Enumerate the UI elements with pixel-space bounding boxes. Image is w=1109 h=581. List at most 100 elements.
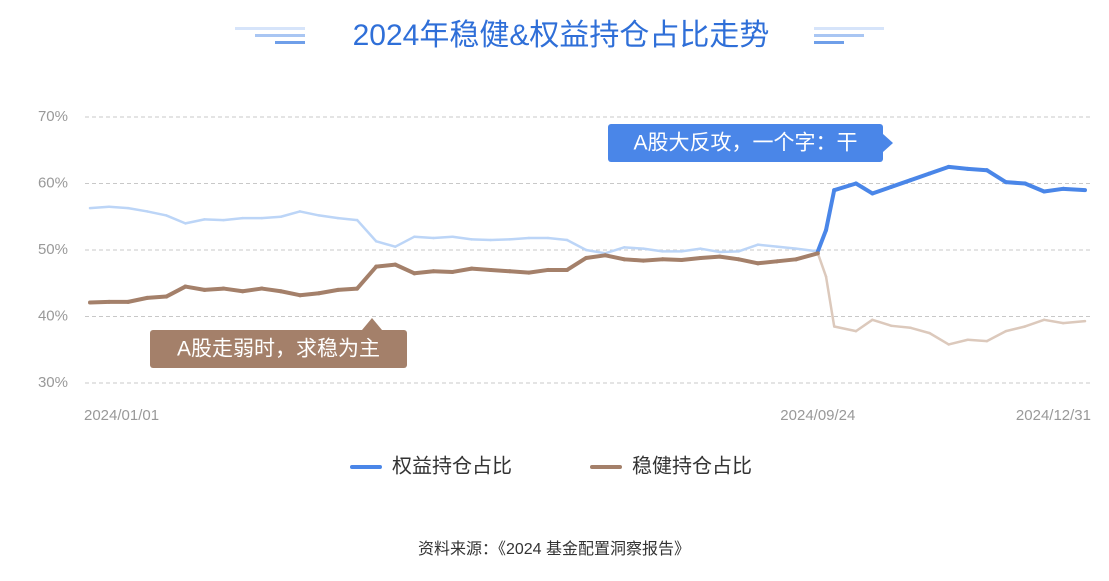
series-line-faded <box>451 235 473 241</box>
series-line <box>374 262 398 269</box>
series-line <box>202 286 226 292</box>
series-line-faded <box>816 252 828 278</box>
series-line-faded <box>966 338 989 343</box>
series-line <box>278 289 302 298</box>
series-line <box>622 257 646 263</box>
series-line-faded <box>222 216 244 222</box>
series-line <box>1023 181 1047 194</box>
series-line <box>889 178 913 189</box>
series-line <box>1042 186 1066 194</box>
series-line <box>336 286 360 292</box>
chart-title: 2024年稳健&权益持仓占比走势 <box>353 19 770 52</box>
series-line <box>584 253 608 260</box>
series-line <box>1003 180 1028 186</box>
series-line-faded <box>546 236 569 242</box>
series-line <box>832 181 859 193</box>
series-line-faded <box>928 331 950 346</box>
callout-pointer <box>362 318 382 330</box>
callout-text: A股走弱时，求稳为主 <box>177 338 380 361</box>
callout-box <box>608 124 883 162</box>
series-line <box>854 181 875 196</box>
series-line <box>431 269 455 274</box>
series-line-faded <box>336 216 359 222</box>
series-line <box>183 284 207 292</box>
series-line <box>469 266 493 272</box>
series-line-faded <box>88 205 111 210</box>
series-line <box>297 291 321 298</box>
series-line-faded <box>107 205 130 210</box>
series-line-faded <box>279 210 302 218</box>
series-line <box>698 254 722 260</box>
series-line <box>164 284 188 299</box>
legend-label: 稳健持仓占比 <box>632 454 752 477</box>
series-line <box>603 253 627 262</box>
y-tick-label: 70% <box>38 108 68 125</box>
series-line-faded <box>203 218 225 222</box>
series-line-faded <box>470 238 492 242</box>
series-line <box>355 264 379 291</box>
series-line-faded <box>832 325 858 333</box>
series-line <box>412 269 436 276</box>
series-line-faded <box>603 246 626 255</box>
series-line <box>240 286 264 294</box>
series-line <box>824 188 837 233</box>
series-line-faded <box>756 243 779 248</box>
series-line <box>450 266 474 274</box>
series-line <box>641 257 665 263</box>
series-line <box>815 228 829 254</box>
series-line <box>526 267 550 275</box>
series-line <box>965 166 989 173</box>
series-line-faded <box>1042 318 1065 325</box>
series-line <box>870 184 894 196</box>
series-line <box>794 251 820 262</box>
series-line-faded <box>699 247 721 254</box>
x-tick-label: 2024/12/31 <box>1016 407 1091 424</box>
series-line <box>660 257 684 262</box>
series-line <box>908 171 932 183</box>
series-line <box>221 286 245 294</box>
series-line-faded <box>985 329 1008 343</box>
callout-pointer <box>883 134 893 152</box>
series-line-faded <box>184 218 206 225</box>
series-line <box>736 257 760 266</box>
series-line-faded <box>775 245 798 250</box>
series-line-faded <box>718 250 741 254</box>
series-line <box>507 269 531 275</box>
series-line <box>126 295 150 304</box>
series-line-faded <box>737 243 760 253</box>
series-line-faded <box>355 218 378 243</box>
series-line-faded <box>374 240 397 248</box>
x-tick-label: 2024/09/24 <box>780 407 855 424</box>
series-line-faded <box>317 214 340 220</box>
series-line-faded <box>165 214 187 225</box>
series-line-faded <box>871 318 893 328</box>
series-line-faded <box>824 275 836 328</box>
series-line-faded <box>126 206 149 213</box>
series-line <box>927 164 951 176</box>
series-line <box>88 299 112 305</box>
series-line-faded <box>794 247 820 253</box>
series-line-faded <box>508 236 531 241</box>
callout-box <box>150 330 407 368</box>
series-line <box>316 287 341 296</box>
series-line-faded <box>394 235 416 248</box>
x-tick-label: 2024/01/01 <box>84 407 159 424</box>
series-line-faded <box>565 238 588 252</box>
series-line <box>946 164 970 171</box>
series-line-faded <box>947 338 970 346</box>
legend-label: 权益持仓占比 <box>392 454 512 477</box>
series-line <box>774 257 799 264</box>
series-line <box>755 259 779 266</box>
series-line-faded <box>890 324 912 330</box>
series-line <box>565 255 589 272</box>
series-line <box>393 262 417 276</box>
callout-text: A股大反攻，一个字：干 <box>633 132 857 155</box>
series-line <box>679 255 703 262</box>
series-line-faded <box>680 247 702 253</box>
title-decor <box>235 27 884 44</box>
series-line-faded <box>260 215 283 220</box>
series-line-faded <box>623 246 645 250</box>
series-line-faded <box>642 247 664 253</box>
